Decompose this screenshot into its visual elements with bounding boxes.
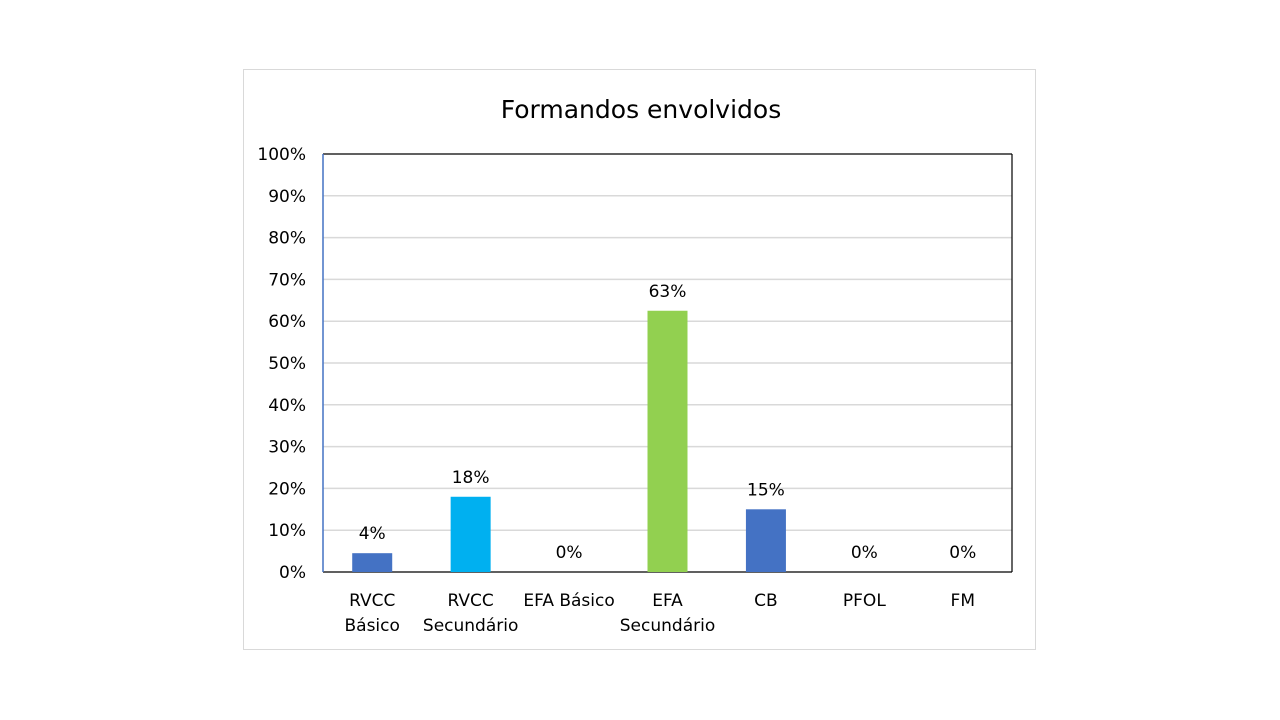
data-label: 4% — [359, 524, 386, 544]
category-label: EFA — [652, 591, 683, 611]
category-label: RVCC — [349, 591, 395, 611]
category-label: Secundário — [620, 616, 715, 636]
data-label: 18% — [452, 468, 490, 488]
category-label: EFA Básico — [523, 591, 614, 611]
data-label: 0% — [851, 543, 878, 563]
y-tick-label: 60% — [268, 312, 306, 332]
data-label: 0% — [556, 543, 583, 563]
category-label: PFOL — [843, 591, 886, 611]
bar — [745, 509, 786, 572]
y-tick-label: 10% — [268, 521, 306, 541]
category-label: CB — [754, 591, 778, 611]
category-label: RVCC — [448, 591, 494, 611]
bar — [352, 553, 393, 572]
y-tick-label: 80% — [268, 229, 306, 249]
y-tick-label: 0% — [279, 563, 306, 583]
y-tick-label: 100% — [257, 145, 306, 165]
chart-title: Formandos envolvidos — [501, 95, 781, 124]
data-label: 63% — [649, 282, 687, 302]
category-label: Secundário — [423, 616, 518, 636]
bar — [647, 310, 688, 572]
y-tick-label: 40% — [268, 396, 306, 416]
y-tick-label: 20% — [268, 479, 306, 499]
y-tick-label: 50% — [268, 354, 306, 374]
y-tick-label: 30% — [268, 438, 306, 458]
data-label: 0% — [949, 543, 976, 563]
data-label: 15% — [747, 480, 785, 500]
category-label: Básico — [345, 616, 400, 636]
bar-chart: Formandos envolvidos 0% 10% 20% 30% 40% 50% 60… — [257, 95, 1013, 636]
y-tick-label: 70% — [268, 270, 306, 290]
y-tick-label: 90% — [268, 187, 306, 207]
bar — [450, 496, 491, 572]
category-label: FM — [951, 591, 975, 611]
chart-frame: Formandos envolvidos 0% 10% 20% 30% 40% 50% 60… — [243, 69, 1036, 650]
